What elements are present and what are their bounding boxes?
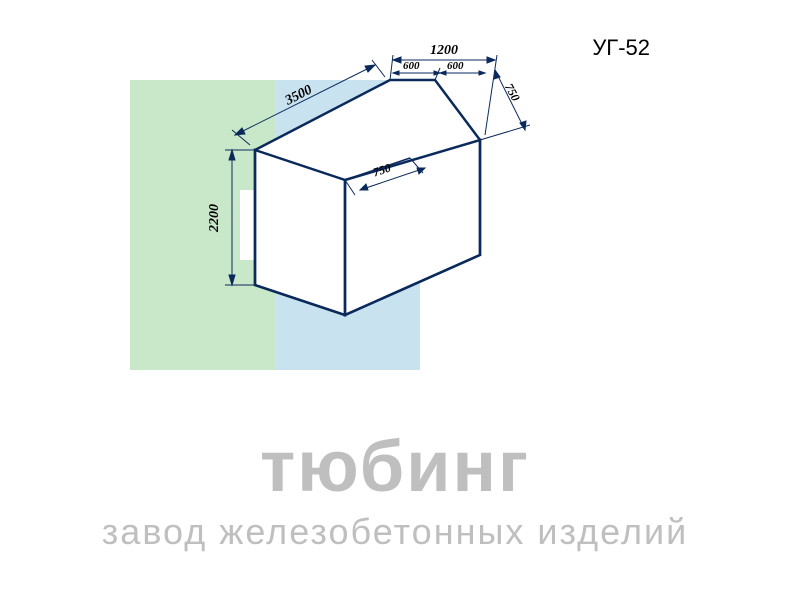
company-name: тюбинг bbox=[260, 426, 530, 508]
ext-1200b bbox=[485, 55, 497, 135]
company-tagline: завод железобетонных изделий bbox=[102, 511, 688, 553]
arrow-1200a bbox=[393, 57, 401, 63]
arrow-750a1 bbox=[494, 70, 500, 79]
arrow-600a bbox=[393, 71, 399, 75]
dim-600a: 600 bbox=[403, 60, 420, 72]
technical-drawing: 3500 2200 1200 600 600 750 750 bbox=[215, 55, 575, 345]
arrow-2200b bbox=[229, 275, 235, 285]
dim-1200: 1200 bbox=[430, 43, 458, 59]
dim-2200: 2200 bbox=[207, 204, 223, 232]
arrow-3500a bbox=[235, 128, 245, 135]
arrow-3500b bbox=[365, 65, 375, 72]
ext-1200a bbox=[390, 55, 393, 80]
dim-600b: 600 bbox=[447, 60, 464, 72]
arrow-600c bbox=[440, 71, 446, 75]
arrow-2200a bbox=[229, 150, 235, 160]
arrow-600d bbox=[479, 71, 485, 75]
arrow-1200b bbox=[487, 57, 495, 63]
arrow-750a2 bbox=[520, 121, 526, 130]
shape-body bbox=[255, 80, 480, 315]
ext-3500b bbox=[372, 60, 385, 77]
product-code: УГ-52 bbox=[592, 35, 650, 61]
